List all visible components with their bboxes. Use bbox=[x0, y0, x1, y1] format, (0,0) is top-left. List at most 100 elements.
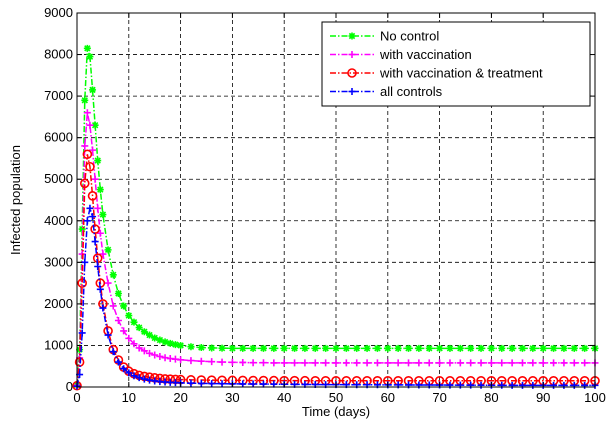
data-point bbox=[436, 359, 444, 367]
data-point bbox=[161, 338, 169, 346]
data-point bbox=[456, 359, 464, 367]
data-point bbox=[208, 380, 216, 388]
data-point bbox=[90, 224, 100, 234]
data-point bbox=[135, 344, 143, 352]
x-tick-label: 90 bbox=[536, 390, 550, 405]
data-point bbox=[89, 146, 97, 154]
series-1 bbox=[73, 109, 599, 389]
data-point bbox=[109, 271, 117, 279]
x-tick-label: 50 bbox=[329, 390, 343, 405]
data-point bbox=[487, 359, 495, 367]
data-point bbox=[197, 344, 205, 352]
data-point bbox=[89, 86, 97, 94]
data-point bbox=[146, 331, 154, 339]
data-point bbox=[518, 359, 526, 367]
data-point bbox=[332, 344, 340, 352]
data-point bbox=[446, 344, 454, 352]
data-point bbox=[140, 328, 148, 336]
data-point bbox=[146, 376, 154, 384]
data-point bbox=[130, 318, 138, 326]
data-point bbox=[86, 204, 94, 212]
data-point bbox=[446, 359, 454, 367]
data-point bbox=[228, 358, 236, 366]
data-point bbox=[259, 359, 267, 367]
data-point bbox=[570, 359, 578, 367]
data-point bbox=[249, 380, 257, 388]
data-point bbox=[197, 379, 205, 387]
data-point bbox=[120, 302, 128, 310]
data-point bbox=[332, 359, 340, 367]
legend: No control with vaccination with vaccinati… bbox=[321, 21, 591, 107]
data-point bbox=[218, 358, 226, 366]
legend-label: No control bbox=[380, 29, 439, 44]
data-point bbox=[156, 352, 164, 360]
data-point bbox=[301, 344, 309, 352]
data-point bbox=[99, 211, 107, 219]
legend-item: with vaccination & treatment bbox=[330, 66, 543, 81]
data-point bbox=[218, 380, 226, 388]
y-tick-label: 7000 bbox=[44, 88, 73, 103]
data-point bbox=[550, 359, 558, 367]
data-point bbox=[114, 317, 122, 325]
data-point bbox=[187, 343, 195, 351]
data-point bbox=[508, 359, 516, 367]
data-point bbox=[353, 359, 361, 367]
legend-marker bbox=[348, 51, 356, 58]
data-point bbox=[120, 365, 128, 373]
data-point bbox=[114, 290, 122, 297]
data-point bbox=[83, 44, 91, 52]
data-point bbox=[166, 339, 174, 347]
data-point bbox=[91, 175, 99, 183]
data-point bbox=[529, 359, 537, 367]
data-point bbox=[96, 229, 104, 237]
data-point bbox=[78, 225, 86, 233]
data-point bbox=[550, 381, 558, 389]
data-point bbox=[384, 359, 392, 367]
data-point bbox=[467, 359, 475, 367]
data-point bbox=[125, 312, 133, 320]
data-point bbox=[539, 359, 547, 367]
data-point bbox=[239, 344, 247, 352]
data-point bbox=[560, 344, 568, 352]
data-point bbox=[125, 369, 133, 377]
data-point bbox=[81, 258, 89, 266]
data-point bbox=[498, 344, 506, 352]
y-tick-label: 6000 bbox=[44, 130, 73, 145]
data-point bbox=[156, 336, 164, 344]
data-point bbox=[104, 331, 112, 339]
data-point bbox=[291, 344, 299, 352]
data-point bbox=[436, 344, 444, 352]
data-point bbox=[79, 178, 90, 189]
x-tick-label: 40 bbox=[277, 390, 291, 405]
data-point bbox=[83, 217, 91, 225]
data-point bbox=[146, 349, 154, 357]
data-point bbox=[94, 262, 102, 270]
data-point bbox=[109, 348, 117, 356]
data-point bbox=[86, 121, 94, 129]
data-point bbox=[78, 329, 86, 337]
y-tick-label: 2000 bbox=[44, 296, 73, 311]
y-tick-label: 3000 bbox=[44, 254, 73, 269]
data-point bbox=[109, 302, 117, 310]
legend-label: all controls bbox=[380, 84, 443, 99]
data-point bbox=[291, 359, 299, 367]
data-point bbox=[311, 344, 319, 352]
data-point bbox=[280, 359, 288, 367]
data-point bbox=[508, 381, 516, 389]
data-point bbox=[249, 359, 257, 367]
data-point bbox=[373, 344, 381, 352]
data-point bbox=[81, 142, 89, 150]
legend-label: with vaccination bbox=[379, 47, 472, 62]
data-point bbox=[239, 380, 247, 388]
data-point bbox=[508, 344, 516, 352]
x-axis-label: Time (days) bbox=[302, 404, 370, 419]
data-point bbox=[550, 344, 558, 352]
data-point bbox=[104, 279, 112, 287]
y-tick-label: 8000 bbox=[44, 47, 73, 62]
data-point bbox=[394, 359, 402, 367]
data-point bbox=[130, 372, 138, 380]
data-point bbox=[197, 357, 205, 365]
legend-item: with vaccination bbox=[330, 47, 472, 62]
data-point bbox=[208, 358, 216, 366]
data-point bbox=[270, 359, 278, 367]
